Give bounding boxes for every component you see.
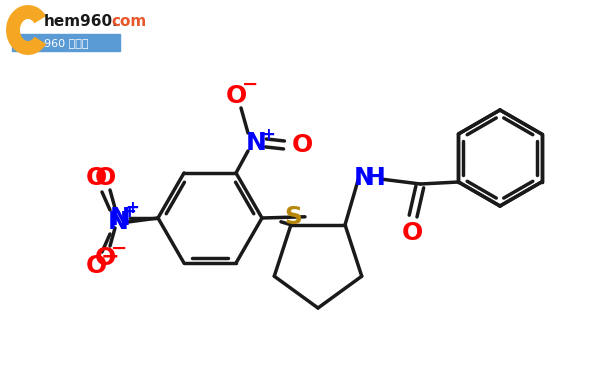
Text: O: O	[85, 166, 106, 190]
Text: O: O	[402, 221, 423, 245]
Text: O: O	[226, 84, 247, 108]
Text: O: O	[94, 246, 116, 270]
Text: O: O	[292, 133, 313, 157]
Text: N: N	[246, 131, 266, 155]
Text: O: O	[94, 166, 116, 190]
Text: +: +	[125, 199, 139, 217]
Text: −: −	[111, 238, 127, 258]
Text: +: +	[122, 203, 136, 221]
Text: S: S	[284, 205, 302, 229]
Text: N: N	[108, 210, 128, 234]
Bar	[12, 34, 120, 51]
Text: N: N	[354, 166, 375, 190]
Text: 960 化工网: 960 化工网	[44, 38, 88, 48]
Text: N: N	[110, 206, 131, 230]
Text: +: +	[261, 126, 275, 144]
Text: H: H	[365, 166, 386, 190]
Text: hem960.: hem960.	[44, 15, 119, 30]
Text: com: com	[111, 15, 146, 30]
Text: −: −	[242, 75, 258, 93]
Text: O: O	[85, 254, 106, 278]
Text: −: −	[100, 246, 119, 266]
